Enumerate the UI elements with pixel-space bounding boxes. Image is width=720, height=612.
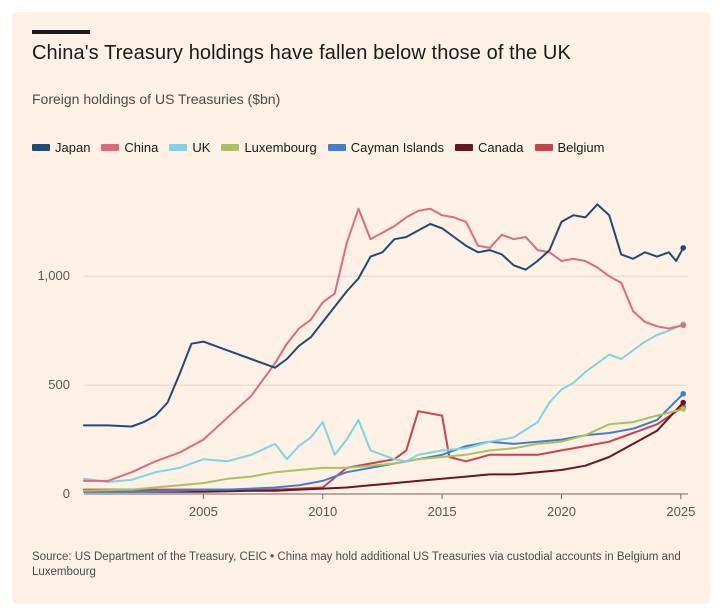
legend-swatch-china [101,144,120,151]
series-endpoint-japan [680,245,687,251]
legend-item-belgium: Belgium [534,140,605,155]
legend-label-uk: UK [192,140,211,155]
legend-label-japan: Japan [55,140,91,155]
legend-label-belgium: Belgium [557,140,605,155]
y-tick-label: 500 [48,377,70,392]
legend-label-canada: Canada [477,140,524,155]
series-line-uk [83,323,685,483]
series-line-belgium [83,405,685,491]
series-line-canada [83,401,685,493]
chart-legend: Japan China UK Luxembourg Cayman Islands Cana… [32,140,615,155]
legend-item-uk: UK [169,140,210,155]
series-line-cayman-islands [83,392,685,493]
x-tick-label: 2005 [189,504,218,519]
chart-subtitle: Foreign holdings of US Treasuries ($bn) [32,91,281,107]
legend-swatch-uk [169,144,188,151]
legend-swatch-canada [454,144,473,151]
y-tick-label: 0 [63,486,70,501]
legend-item-japan: Japan [32,140,90,155]
x-tick-label: 2025 [666,504,695,519]
legend-swatch-belgium [534,144,553,151]
legend-item-canada: Canada [454,140,524,155]
series-endpoint-luxembourg [680,406,687,412]
chart-title: China's Treasury holdings have fallen be… [32,42,571,64]
series-endpoint-cayman-islands [680,391,687,397]
chart-card [12,12,710,604]
x-tick-label: 2010 [308,504,337,519]
y-tick-label: 1,000 [37,268,70,283]
series-line-china [83,207,685,482]
series-endpoint-china [680,322,687,329]
legend-label-china: China [124,140,159,155]
series-endpoint-canada [680,399,687,406]
legend-item-luxembourg: Luxembourg [221,140,317,155]
legend-label-luxembourg: Luxembourg [244,140,317,155]
x-tick-label: 2020 [547,504,576,519]
legend-swatch-luxembourg [221,144,240,151]
title-rule [32,30,90,34]
legend-item-china: China [101,140,158,155]
legend-label-cayman-islands: Cayman Islands [350,140,444,155]
chart-source: Source: US Department of the Treasury, C… [32,551,681,578]
legend-swatch-cayman-islands [327,144,346,151]
series-line-luxembourg [83,408,685,492]
series-line-japan [83,203,685,428]
legend-swatch-japan [32,144,50,151]
legend-item-cayman-islands: Cayman Islands [327,140,444,155]
x-tick-label: 2015 [428,504,457,519]
